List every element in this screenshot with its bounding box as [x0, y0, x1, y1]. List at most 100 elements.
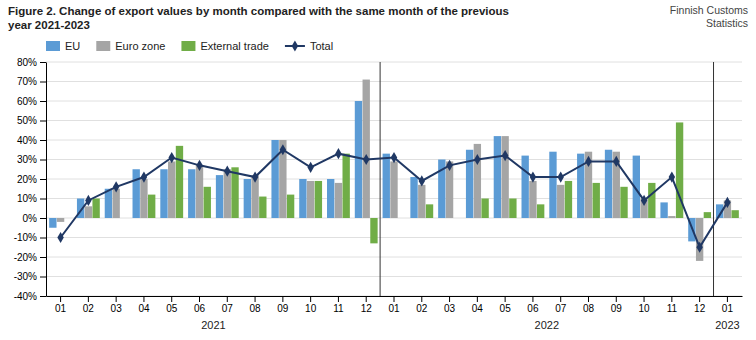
- grid-line: [46, 140, 742, 141]
- line-marker: [502, 150, 508, 161]
- tick-label: 40%: [17, 135, 37, 146]
- bar: [355, 101, 362, 218]
- grid-line: [46, 62, 742, 63]
- tick-label: 70%: [17, 76, 37, 87]
- grid-line: [46, 81, 742, 82]
- bar: [216, 175, 223, 218]
- bar: [383, 154, 390, 218]
- plot: -40%-30%-20%-10%0%10%20%30%40%50%60%70%8…: [14, 57, 743, 331]
- tick-mark: [421, 296, 422, 302]
- tick: 10: [305, 296, 317, 314]
- tick-mark: [40, 238, 46, 239]
- tick-mark: [40, 199, 46, 200]
- legend-label: External trade: [200, 40, 268, 52]
- bar: [327, 179, 334, 218]
- tick-mark: [616, 296, 617, 302]
- bar: [731, 210, 738, 218]
- tick-label: 0%: [23, 213, 38, 224]
- line-marker: [641, 195, 647, 206]
- line-marker: [280, 144, 286, 155]
- tick-mark: [477, 296, 478, 302]
- tick: 11: [333, 296, 344, 314]
- grid-line: [46, 257, 742, 258]
- tick-mark: [40, 296, 46, 297]
- tick: 01: [388, 296, 400, 314]
- bar: [92, 199, 99, 219]
- tick-label: 03: [111, 303, 123, 314]
- bar: [307, 181, 314, 218]
- bar: [244, 179, 251, 218]
- tick-label: -10%: [14, 232, 37, 243]
- bar: [454, 218, 461, 219]
- bar: [259, 197, 266, 218]
- legend: EUEuro zoneExternal tradeTotal: [46, 40, 333, 52]
- annotation: 2022: [535, 319, 559, 331]
- bar: [620, 187, 627, 218]
- bar: [120, 218, 127, 219]
- bar: [299, 179, 306, 218]
- tick: 0%: [23, 213, 46, 224]
- annotation: 2021: [201, 319, 225, 331]
- tick-mark: [40, 140, 46, 141]
- tick-mark: [255, 296, 256, 302]
- bar: [315, 181, 322, 218]
- tick-label: 08: [250, 303, 262, 314]
- line-marker: [391, 152, 397, 163]
- tick-mark: [116, 296, 117, 302]
- tick: 70%: [17, 76, 46, 87]
- line-marker: [252, 171, 258, 182]
- chart: Figure 2. Change of export values by mon…: [0, 0, 756, 340]
- bar: [49, 218, 56, 228]
- tick: 08: [583, 296, 595, 314]
- tick-label: 20%: [17, 174, 37, 185]
- line-marker: [224, 166, 230, 177]
- tick: 40%: [17, 135, 46, 146]
- line-marker: [474, 154, 480, 165]
- bar: [271, 140, 278, 218]
- tick: 06: [194, 296, 206, 314]
- bar: [501, 136, 508, 218]
- tick: 07: [222, 296, 234, 314]
- tick: 20%: [17, 174, 46, 185]
- line-marker: [669, 171, 675, 182]
- bar: [529, 181, 536, 218]
- title-line: Figure 2. Change of export values by mon…: [8, 5, 509, 17]
- bar: [287, 195, 294, 218]
- tick-label: 01: [722, 303, 734, 314]
- tick-mark: [40, 277, 46, 278]
- bar: [410, 177, 417, 218]
- bar: [418, 185, 425, 218]
- tick-label: 09: [277, 303, 289, 314]
- tick: 08: [250, 296, 262, 314]
- tick: 03: [111, 296, 123, 314]
- tick-mark: [366, 296, 367, 302]
- title-line: year 2021-2023: [8, 19, 90, 31]
- tick: 07: [555, 296, 567, 314]
- tick: 10%: [17, 193, 46, 204]
- line-marker: [335, 148, 341, 159]
- line-marker: [724, 197, 730, 208]
- bar: [557, 185, 564, 218]
- tick: 05: [166, 296, 178, 314]
- tick: 30%: [17, 154, 46, 165]
- line-marker: [57, 232, 63, 243]
- tick: 10: [638, 296, 650, 314]
- tick: -10%: [14, 232, 46, 243]
- tick-mark: [171, 296, 172, 302]
- tick-label: 50%: [17, 115, 37, 126]
- bar: [342, 154, 349, 218]
- tick-label: -40%: [14, 291, 37, 302]
- grid-line: [46, 237, 742, 238]
- tick-mark: [532, 296, 533, 302]
- tick-mark: [40, 218, 46, 219]
- bar: [105, 189, 112, 218]
- tick: 05: [500, 296, 512, 314]
- tick: 60%: [17, 96, 46, 107]
- bar: [660, 202, 667, 218]
- tick-mark: [40, 62, 46, 63]
- tick-label: 06: [194, 303, 206, 314]
- bar: [481, 199, 488, 219]
- x-axis: 0102030405060708091011120102030405060708…: [47, 296, 743, 314]
- y-axis: -40%-30%-20%-10%0%10%20%30%40%50%60%70%8…: [14, 57, 47, 302]
- bar: [704, 212, 711, 218]
